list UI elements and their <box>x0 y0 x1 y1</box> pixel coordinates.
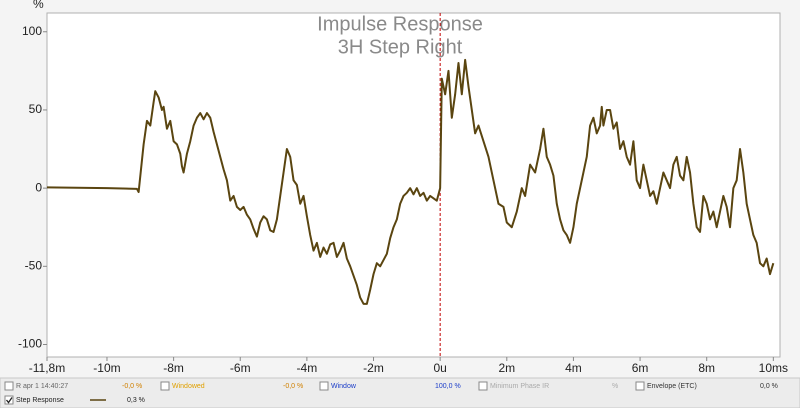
x-tick-label: -8m <box>163 361 184 375</box>
y-tick-label: 100 <box>22 24 42 38</box>
y-tick-label: -50 <box>25 258 43 272</box>
x-tick-label: -10m <box>93 361 120 375</box>
checkbox[interactable] <box>4 381 14 391</box>
x-tick-label: -4m <box>297 361 318 375</box>
checkbox[interactable] <box>4 395 14 405</box>
checkbox[interactable] <box>160 381 170 391</box>
y-tick-label: -100 <box>18 337 42 351</box>
chart-subtitle: 3H Step Right <box>338 36 463 58</box>
x-tick-label: -11,8m <box>29 361 65 375</box>
legend-value: -0,0 % <box>122 383 142 390</box>
legend-value: -0,0 % <box>283 383 303 390</box>
y-tick-label: 50 <box>29 102 43 116</box>
legend-label[interactable]: Window <box>331 383 357 390</box>
x-tick-label: 4m <box>565 361 582 375</box>
legend-label[interactable]: Windowed <box>172 383 205 390</box>
legend-label[interactable]: Step Response <box>16 397 64 404</box>
legend-label[interactable]: Envelope (ETC) <box>647 383 697 390</box>
x-tick-label: -6m <box>230 361 251 375</box>
x-tick-label: -2m <box>363 361 384 375</box>
legend-value: 100,0 % <box>435 383 461 390</box>
legend-label[interactable]: Minimum Phase IR <box>490 383 549 390</box>
series-line <box>46 58 775 305</box>
checkmark <box>5 397 13 404</box>
plot-area <box>46 12 781 358</box>
legend-value: % <box>612 383 618 390</box>
y-tick-label: 0 <box>35 180 42 194</box>
chart-title: Impulse Response <box>317 13 483 35</box>
y-axis-label: % <box>33 0 44 11</box>
checkbox[interactable] <box>635 381 645 391</box>
checkbox[interactable] <box>478 381 488 391</box>
x-tick-label: 2m <box>498 361 515 375</box>
x-tick-label: 6m <box>632 361 649 375</box>
x-tick-label: 8m <box>698 361 715 375</box>
checkbox[interactable] <box>319 381 329 391</box>
legend-value: 0,3 % <box>127 397 145 404</box>
x-tick-label: 0u <box>433 361 446 375</box>
legend-label[interactable]: R apr 1 14:40:27 <box>16 383 68 390</box>
x-tick-label: 10ms <box>759 361 788 375</box>
legend-panel <box>0 377 800 408</box>
legend-value: 0,0 % <box>760 383 778 390</box>
